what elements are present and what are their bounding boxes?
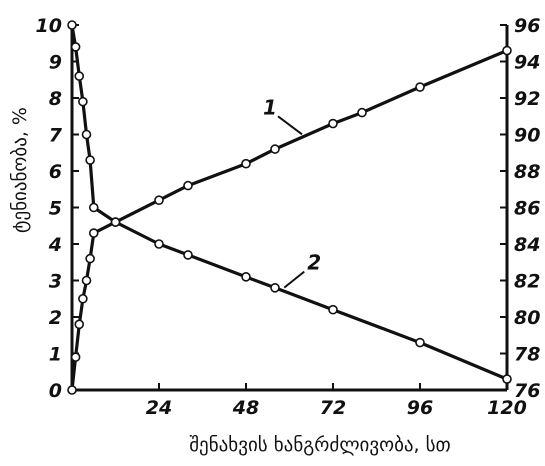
- series-1-point: [67, 385, 77, 395]
- x-tick-label: 72: [320, 397, 346, 419]
- left-tick-label: 9: [49, 52, 62, 74]
- series-1-point: [154, 195, 164, 205]
- plot-frame: [70, 25, 509, 392]
- series-2-point: [74, 71, 85, 81]
- series-1-point: [78, 293, 88, 304]
- tick-marks: [72, 24, 508, 391]
- left-tick-label: 4: [48, 234, 62, 256]
- series-1-point: [81, 275, 92, 286]
- series-1-point: [74, 319, 85, 330]
- series-2-leader: [283, 270, 305, 289]
- right-tick-label: 78: [514, 344, 540, 366]
- right-tick-label: 80: [514, 307, 540, 329]
- series-1-point: [357, 107, 367, 118]
- series-2-point: [328, 304, 338, 315]
- series-1-leader: [277, 115, 303, 136]
- series-1-point: [415, 82, 425, 92]
- series-1-point: [85, 253, 95, 264]
- series-2-point: [110, 217, 121, 227]
- series-2-point: [270, 282, 280, 293]
- series-1-point: [70, 352, 81, 362]
- x-tick-labels: 24 48 72 96 120: [146, 397, 527, 419]
- series-2-point: [67, 20, 77, 30]
- x-tick-label: 48: [232, 397, 259, 419]
- left-tick-label: 5: [49, 198, 62, 220]
- left-tick-label: 10: [36, 15, 62, 37]
- left-tick-label: 0: [49, 380, 62, 402]
- x-tick-label: 96: [407, 397, 433, 419]
- series-2-point: [78, 96, 88, 107]
- left-tick-label: 6: [49, 161, 62, 183]
- series-1-point: [183, 180, 193, 191]
- right-tick-label: 86: [514, 198, 540, 220]
- right-tick-label: 96: [514, 15, 540, 37]
- right-tick-label: 90: [514, 125, 540, 147]
- left-tick-label: 1: [49, 344, 62, 366]
- right-tick-label: 92: [514, 88, 540, 110]
- series-1-point: [270, 144, 280, 154]
- series-1-point: [328, 118, 338, 129]
- series-2-point: [502, 374, 512, 384]
- right-tick-labels: 76 78 80 82 84 86 88 90 92 94 96: [514, 15, 540, 402]
- right-tick-label: 76: [514, 380, 540, 402]
- series-2-point: [183, 250, 193, 260]
- left-tick-label: 3: [49, 271, 62, 293]
- left-tick-label: 7: [49, 125, 63, 147]
- series-1-line: [70, 49, 508, 391]
- left-tick-label: 2: [49, 307, 62, 329]
- y-axis-label: ტენიანობა, %: [9, 107, 31, 233]
- left-tick-label: 8: [49, 88, 62, 110]
- series-2-point: [85, 155, 95, 165]
- series-1-label: 1: [263, 95, 277, 119]
- series-1-point: [88, 228, 99, 238]
- series-2-point: [154, 239, 164, 249]
- series-2-point: [88, 202, 99, 213]
- right-tick-label: 82: [514, 271, 540, 293]
- right-tick-label: 84: [514, 234, 540, 256]
- x-tick-label: 24: [146, 397, 172, 419]
- left-tick-labels: 0 1 2 3 4 5 6 7 8 9 10: [36, 15, 63, 402]
- curve-labels: 12: [263, 95, 321, 289]
- series: [67, 20, 512, 395]
- x-axis-label: შენახვის ხანგრძლივობა, სთ: [189, 434, 451, 456]
- series-2-label: 2: [307, 251, 321, 275]
- series-2-point: [415, 337, 425, 348]
- right-tick-label: 94: [514, 52, 540, 74]
- series-1-point: [502, 45, 512, 56]
- series-2-point: [81, 129, 92, 140]
- series-2-point: [241, 272, 251, 282]
- right-tick-label: 88: [514, 161, 540, 183]
- series-2-point: [70, 42, 81, 52]
- series-1-point: [241, 158, 251, 169]
- x-tick-label: 120: [487, 397, 527, 419]
